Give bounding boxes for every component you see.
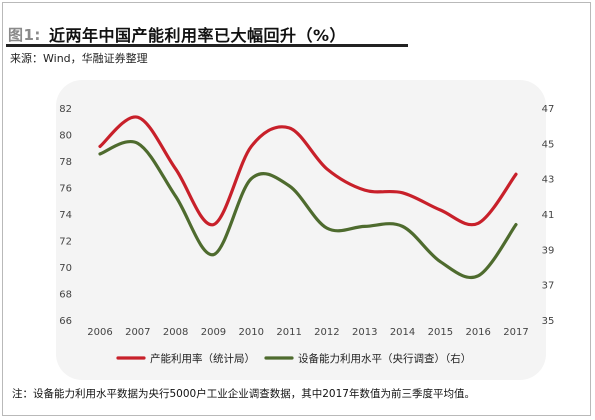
x-tick-label: 2013 (352, 327, 377, 338)
y-left-tick-label: 66 (59, 316, 72, 327)
x-tick-label: 2008 (163, 327, 188, 338)
x-tick-label: 2015 (428, 327, 453, 338)
title-underline (6, 44, 408, 47)
y-right-tick-label: 41 (542, 210, 555, 221)
figure-number: 图1: (8, 25, 41, 44)
x-tick-label: 2009 (201, 327, 226, 338)
series-line-capacity-utilization (98, 115, 518, 227)
y-left-tick-label: 72 (59, 237, 72, 248)
figure-header: 图1: 近两年中国产能利用率已大幅回升（%） 来源：Wind，华融证券整理 (0, 0, 589, 65)
series-line-equipment-utilization (98, 140, 518, 279)
y-left-tick-label: 74 (59, 210, 72, 221)
y-right-tick-label: 47 (542, 104, 555, 115)
footnote: 注：设备能力利用水平数据为央行5000户工业企业调查数据，其中2017年数值为前… (12, 388, 475, 400)
source-note: 来源：Wind，华融证券整理 (10, 52, 148, 65)
x-tick-label: 2014 (390, 327, 415, 338)
x-tick-label: 2006 (87, 327, 112, 338)
legend-label: 设备能力利用水平（央行调查）（右） (298, 352, 471, 365)
x-tick-label: 2011 (276, 327, 301, 338)
x-tick-label: 2016 (465, 327, 490, 338)
legend-label: 产能利用率（统计局） (150, 352, 255, 365)
y-right-tick-label: 43 (542, 175, 555, 186)
x-tick-label: 2010 (239, 327, 264, 338)
chart-background-panel (56, 80, 546, 380)
x-tick-label: 2007 (125, 327, 150, 338)
y-left-tick-label: 78 (59, 157, 72, 168)
y-right-tick-label: 39 (542, 245, 555, 256)
y-left-tick-label: 68 (59, 290, 72, 301)
figure-frame (2, 2, 591, 416)
chart-title: 近两年中国产能利用率已大幅回升（%） (48, 26, 346, 45)
y-right-tick-label: 35 (542, 316, 555, 327)
x-tick-label: 2012 (314, 327, 339, 338)
y-right-tick-label: 45 (542, 139, 555, 150)
y-left-tick-label: 80 (59, 131, 72, 142)
y-left-tick-label: 76 (59, 184, 72, 195)
x-tick-label: 2017 (503, 327, 528, 338)
y-left-tick-label: 70 (59, 263, 72, 274)
y-right-tick-label: 37 (542, 281, 555, 292)
y-left-tick-label: 82 (59, 104, 72, 115)
title-row: 图1: 近两年中国产能利用率已大幅回升（%） (8, 22, 346, 46)
